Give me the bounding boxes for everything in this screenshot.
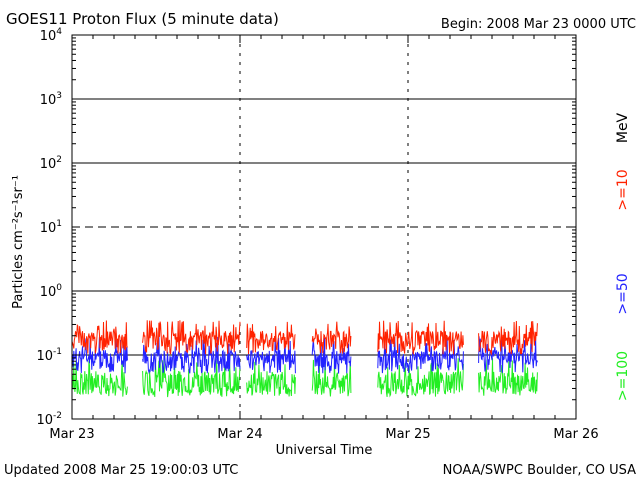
legend-item: >=50 <box>615 273 631 314</box>
x-tick-label: Mar 26 <box>553 427 598 442</box>
x-tick-label: Mar 24 <box>217 427 262 442</box>
y-tick-label: 103 <box>40 91 62 108</box>
series-line <box>246 321 296 355</box>
series-line <box>377 320 464 355</box>
y-tick-label: 101 <box>40 219 62 236</box>
series-line <box>142 320 241 355</box>
x-axis-label: Universal Time <box>276 443 373 458</box>
y-axis-label: Particles cm⁻²s⁻¹sr⁻¹ <box>11 175 26 309</box>
series-line <box>377 335 464 374</box>
begin-time: Begin: 2008 Mar 23 0000 UTC <box>441 17 636 32</box>
y-axis: 10-2 10-1 100 101 102 103 104 <box>36 27 576 428</box>
legend: >=10 >=50 >=100 MeV <box>615 112 631 401</box>
legend-unit: MeV <box>615 112 631 143</box>
series-layer <box>71 320 538 398</box>
series-line <box>311 358 352 397</box>
series-line <box>478 336 538 373</box>
x-tick-label: Mar 25 <box>385 427 430 442</box>
series-line <box>478 358 538 396</box>
y-tick-label: 104 <box>40 27 63 44</box>
series-line <box>142 358 241 398</box>
chart-title: GOES11 Proton Flux (5 minute data) <box>6 10 279 28</box>
legend-item: >=10 <box>615 169 631 210</box>
gridlines <box>72 35 576 419</box>
series-line <box>246 361 296 397</box>
legend-item: >=100 <box>615 351 631 401</box>
x-tick-label: Mar 23 <box>49 427 94 442</box>
series-line <box>478 320 538 356</box>
series-line <box>311 337 352 374</box>
x-axis: Mar 23 Mar 24 Mar 25 Mar 26 <box>49 35 599 442</box>
y-tick-label: 100 <box>40 283 63 300</box>
series-line <box>246 337 296 374</box>
credit-text: NOAA/SWPC Boulder, CO USA <box>443 463 636 478</box>
series-line <box>71 360 128 397</box>
series-line <box>71 320 128 354</box>
series-line <box>311 321 352 354</box>
updated-timestamp: Updated 2008 Mar 25 19:00:03 UTC <box>4 463 238 478</box>
series-line <box>71 337 128 374</box>
y-tick-label: 102 <box>40 155 62 172</box>
y-tick-label: 10-1 <box>36 347 62 364</box>
y-tick-label: 10-2 <box>36 411 62 428</box>
series-line <box>377 358 464 398</box>
